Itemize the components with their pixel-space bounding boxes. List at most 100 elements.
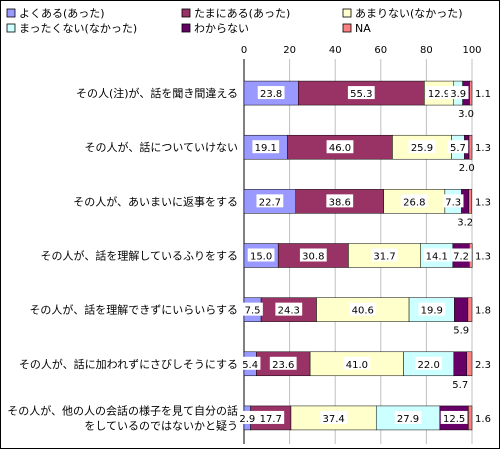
data-label: 1.8 (475, 306, 491, 317)
legend-label: まったくない(なかった) (19, 22, 137, 35)
bar-segment (375, 405, 441, 431)
data-label: 2.9 (239, 414, 255, 425)
data-label: 12.9 (428, 89, 450, 100)
bar-segment (468, 134, 473, 160)
data-label: 22.7 (259, 197, 281, 208)
data-label-bg (442, 194, 464, 208)
data-label: 5.7 (450, 143, 466, 154)
data-label: 15.0 (250, 252, 272, 263)
data-label: 2.3 (475, 360, 491, 371)
category-label: をしているのではないかと疑う (84, 419, 238, 432)
data-label: 19.9 (421, 306, 443, 317)
data-label-bg (247, 248, 275, 262)
data-label-bg (408, 140, 436, 154)
data-label: 41.0 (346, 360, 368, 371)
category-label: その人が、話についていけない (85, 140, 238, 154)
data-label-bg (415, 356, 443, 370)
category-label: その人が、話を理解しているふりをする (41, 249, 238, 263)
x-tick-label: 0 (241, 45, 247, 56)
data-label-bg (447, 86, 469, 100)
data-label: 1.3 (475, 197, 491, 208)
data-label-bg (394, 410, 422, 424)
data-label: 37.4 (322, 414, 344, 425)
data-label: 5.4 (242, 360, 258, 371)
data-label: 3.9 (450, 89, 466, 100)
data-label-bg (239, 356, 261, 370)
category-label: その人が、他の人の会話の様子を見て自分の話 (7, 403, 238, 417)
legend-swatch (6, 23, 16, 33)
data-label: 3.2 (457, 217, 473, 228)
data-label: 5.9 (453, 326, 469, 337)
data-label: 23.8 (260, 89, 282, 100)
data-label-bg (257, 86, 285, 100)
legend-label: わからない (194, 22, 249, 35)
data-label: 19.1 (255, 143, 277, 154)
data-label: 30.8 (302, 252, 324, 263)
x-tick-label: 40 (329, 45, 342, 56)
data-label: 26.8 (403, 197, 425, 208)
data-label-bg (257, 410, 285, 424)
data-label: 24.3 (278, 306, 300, 317)
data-label: 3.0 (458, 109, 474, 120)
data-label: 38.6 (329, 197, 351, 208)
data-label-bg (269, 356, 297, 370)
bar-segment (468, 405, 473, 431)
data-label-bg (450, 248, 472, 262)
bar-segment (453, 351, 468, 377)
category-label: その人(注)が、話を聞き間違える (76, 86, 238, 100)
data-label-bg (275, 302, 303, 316)
data-label: 1.3 (475, 252, 491, 263)
data-label-bg (349, 302, 377, 316)
data-label-bg (440, 410, 468, 424)
data-label: 1.3 (475, 143, 491, 154)
data-label: 7.3 (445, 197, 461, 208)
data-label-bg (256, 194, 284, 208)
data-label-bg (343, 356, 371, 370)
data-label-bg (242, 302, 263, 316)
data-label-bg (320, 410, 348, 424)
legend-swatch (342, 8, 352, 18)
data-label: 2.0 (459, 163, 475, 174)
data-label: 23.6 (272, 360, 294, 371)
legend-label: たまにある(あった) (194, 7, 290, 20)
bar-segment (466, 351, 473, 377)
data-label: 5.7 (452, 380, 468, 391)
data-label: 40.6 (352, 306, 374, 317)
legend-label: よくある(あった) (19, 7, 105, 20)
data-label: 7.2 (453, 252, 469, 263)
legend-label: あまりない(なかった) (355, 7, 463, 20)
x-tick-label: 80 (420, 45, 433, 56)
legend-swatch (6, 8, 16, 18)
x-tick-label: 100 (462, 45, 481, 56)
data-label: 55.3 (350, 89, 372, 100)
x-tick-label: 20 (283, 45, 296, 56)
legend-swatch (342, 23, 352, 33)
data-label-bg (423, 248, 451, 262)
data-label: 1.1 (475, 89, 491, 100)
data-label: 12.5 (443, 414, 465, 425)
data-label: 1.6 (475, 414, 491, 425)
category-label: その人が、話を理解できずにいらいらする (29, 303, 238, 317)
data-label-bg (347, 86, 375, 100)
data-label-bg (418, 302, 446, 316)
category-label: その人が、話に加われずにさびしそうにする (19, 357, 238, 371)
legend-label: NA (355, 22, 371, 35)
data-label-bg (237, 410, 258, 424)
data-label-bg (326, 140, 354, 154)
data-label-bg (299, 248, 327, 262)
data-label-bg (326, 194, 354, 208)
x-tick-label: 60 (374, 45, 387, 56)
data-label: 22.0 (418, 360, 440, 371)
data-label: 27.9 (397, 414, 419, 425)
data-label: 46.0 (329, 143, 351, 154)
bar-segment (454, 297, 469, 322)
data-label-bg (252, 140, 280, 154)
data-label-bg (400, 194, 428, 208)
data-label-bg (371, 248, 398, 262)
data-label-bg (447, 140, 469, 154)
data-label-bg (425, 86, 453, 100)
data-label: 25.9 (411, 143, 433, 154)
data-label: 31.7 (373, 252, 395, 263)
